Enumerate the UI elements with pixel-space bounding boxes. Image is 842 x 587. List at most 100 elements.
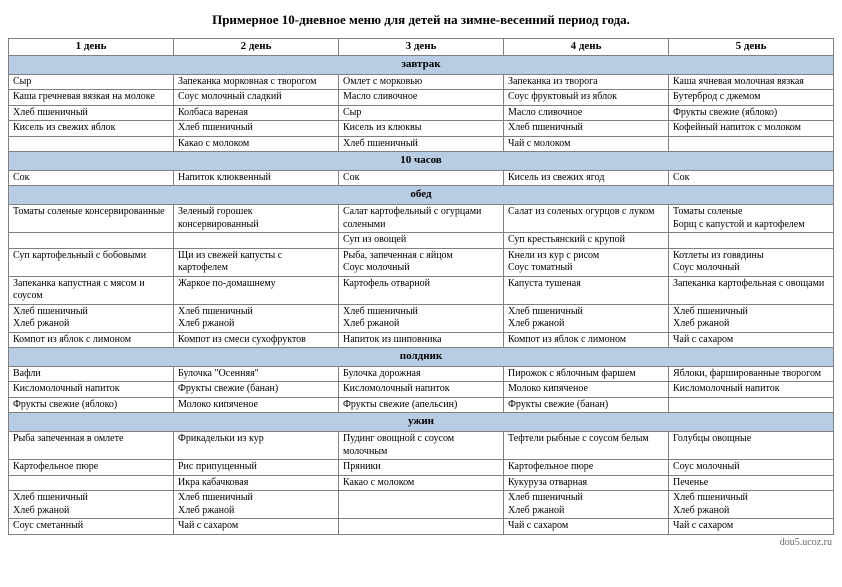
table-row: Суп из овощейСуп крестьянский с крупой <box>9 233 834 249</box>
table-cell: Пряники <box>339 460 504 476</box>
table-cell: Томаты соленыеБорщ с капустой и картофел… <box>669 205 834 233</box>
table-cell: Хлеб пшеничный <box>174 121 339 137</box>
table-cell: Чай с сахаром <box>174 519 339 535</box>
header-row: 1 день 2 день 3 день 4 день 5 день <box>9 39 834 56</box>
table-row: ВафлиБулочка "Осенняя"Булочка дорожнаяПи… <box>9 366 834 382</box>
table-cell: Фрукты свежие (яблоко) <box>9 397 174 413</box>
day-header: 3 день <box>339 39 504 56</box>
table-cell: Молоко кипяченое <box>504 382 669 398</box>
table-cell: Рыба запеченная в омлете <box>9 432 174 460</box>
table-cell: Фрикадельки из кур <box>174 432 339 460</box>
table-cell: Хлеб пшеничный <box>504 121 669 137</box>
table-cell: Суп крестьянский с крупой <box>504 233 669 249</box>
table-cell: Компот из яблок с лимоном <box>504 332 669 348</box>
table-cell: Яблоки, фаршированные творогом <box>669 366 834 382</box>
table-cell <box>339 519 504 535</box>
table-cell: Чай с сахаром <box>669 332 834 348</box>
table-cell: Фрукты свежие (апельсин) <box>339 397 504 413</box>
table-cell: Салат из соленых огурцов с луком <box>504 205 669 233</box>
table-cell: Чай с сахаром <box>669 519 834 535</box>
table-row: Фрукты свежие (яблоко)Молоко кипяченоеФр… <box>9 397 834 413</box>
table-cell: Масло сливочное <box>339 90 504 106</box>
table-cell: Булочка дорожная <box>339 366 504 382</box>
table-cell: Компот из яблок с лимоном <box>9 332 174 348</box>
section-header: полдник <box>9 348 834 367</box>
table-cell: Бутерброд с джемом <box>669 90 834 106</box>
table-cell: Омлет с морковью <box>339 74 504 90</box>
table-cell: Щи из свежей капусты с картофелем <box>174 248 339 276</box>
table-cell: Каша ячневая молочная вязкая <box>669 74 834 90</box>
table-cell <box>669 136 834 152</box>
section-header: ужин <box>9 413 834 432</box>
table-cell: Кисель из свежих яблок <box>9 121 174 137</box>
table-cell: Кисель из свежих ягод <box>504 170 669 186</box>
day-header: 2 день <box>174 39 339 56</box>
table-row: Запеканка капустная с мясом и соусомЖарк… <box>9 276 834 304</box>
table-cell: Котлеты из говядиныСоус молочный <box>669 248 834 276</box>
table-cell: Жаркое по-домашнему <box>174 276 339 304</box>
page-title: Примерное 10-дневное меню для детей на з… <box>8 12 834 28</box>
menu-table: 1 день 2 день 3 день 4 день 5 день завтр… <box>8 38 834 535</box>
day-header: 1 день <box>9 39 174 56</box>
table-cell: Напиток из шиповника <box>339 332 504 348</box>
table-cell: Компот из смеси сухофруктов <box>174 332 339 348</box>
table-cell: Какао с молоком <box>174 136 339 152</box>
table-cell: Хлеб пшеничныйХлеб ржаной <box>669 304 834 332</box>
table-cell: Хлеб пшеничный <box>9 105 174 121</box>
table-cell: Рыба, запеченная с яйцомСоус молочный <box>339 248 504 276</box>
table-cell: Хлеб пшеничныйХлеб ржаной <box>9 491 174 519</box>
table-cell: Чай с сахаром <box>504 519 669 535</box>
table-cell: Картофельное пюре <box>9 460 174 476</box>
table-cell <box>174 233 339 249</box>
table-row: Соус сметанныйЧай с сахаромЧай с сахаром… <box>9 519 834 535</box>
table-cell: Кофейный напиток с молоком <box>669 121 834 137</box>
table-cell: Пирожок с яблочным фаршем <box>504 366 669 382</box>
day-header: 5 день <box>669 39 834 56</box>
table-row: Рыба запеченная в омлетеФрикадельки из к… <box>9 432 834 460</box>
table-cell: Сок <box>669 170 834 186</box>
table-cell: Хлеб пшеничныйХлеб ржаной <box>174 491 339 519</box>
table-cell: Тефтели рыбные с соусом белым <box>504 432 669 460</box>
footer-text: dou5.ucoz.ru <box>8 537 834 548</box>
table-row: Хлеб пшеничныйХлеб ржанойХлеб пшеничныйХ… <box>9 491 834 519</box>
table-cell: Суп картофельный с бобовыми <box>9 248 174 276</box>
table-cell: Кукуруза отварная <box>504 475 669 491</box>
table-cell: Икра кабачковая <box>174 475 339 491</box>
table-cell: Голубцы овощные <box>669 432 834 460</box>
table-cell <box>669 233 834 249</box>
table-cell: Чай с молоком <box>504 136 669 152</box>
table-cell: Соус молочный <box>669 460 834 476</box>
table-cell: Сок <box>339 170 504 186</box>
table-cell: Фрукты свежие (яблоко) <box>669 105 834 121</box>
table-cell: Кисломолочный напиток <box>339 382 504 398</box>
table-cell <box>9 475 174 491</box>
section-header: завтрак <box>9 55 834 74</box>
table-cell: Запеканка капустная с мясом и соусом <box>9 276 174 304</box>
table-cell: Молоко кипяченое <box>174 397 339 413</box>
table-row: Хлеб пшеничныйКолбаса варенаяСырМасло сл… <box>9 105 834 121</box>
table-row: Кисель из свежих яблокХлеб пшеничныйКисе… <box>9 121 834 137</box>
table-cell: Каша гречневая вязкая на молоке <box>9 90 174 106</box>
table-cell <box>339 491 504 519</box>
table-cell: Сок <box>9 170 174 186</box>
table-cell: Сыр <box>9 74 174 90</box>
section-header: обед <box>9 186 834 205</box>
table-cell: Вафли <box>9 366 174 382</box>
table-row: Каша гречневая вязкая на молокеСоус моло… <box>9 90 834 106</box>
table-cell: Булочка "Осенняя" <box>174 366 339 382</box>
table-row: Суп картофельный с бобовымиЩи из свежей … <box>9 248 834 276</box>
table-cell: Картофельное пюре <box>504 460 669 476</box>
table-cell: Пудинг овощной с соусом молочным <box>339 432 504 460</box>
table-row: Хлеб пшеничныйХлеб ржанойХлеб пшеничныйХ… <box>9 304 834 332</box>
table-cell <box>9 233 174 249</box>
table-cell: Кисель из клюквы <box>339 121 504 137</box>
table-cell: Салат картофельный с огурцами солеными <box>339 205 504 233</box>
table-cell: Зеленый горошек консервированный <box>174 205 339 233</box>
table-cell: Хлеб пшеничный <box>339 136 504 152</box>
table-row: Компот из яблок с лимономКомпот из смеси… <box>9 332 834 348</box>
table-cell: Сыр <box>339 105 504 121</box>
table-cell <box>669 397 834 413</box>
table-cell: Какао с молоком <box>339 475 504 491</box>
table-cell: Хлеб пшеничныйХлеб ржаной <box>504 304 669 332</box>
table-cell: Рис припущенный <box>174 460 339 476</box>
